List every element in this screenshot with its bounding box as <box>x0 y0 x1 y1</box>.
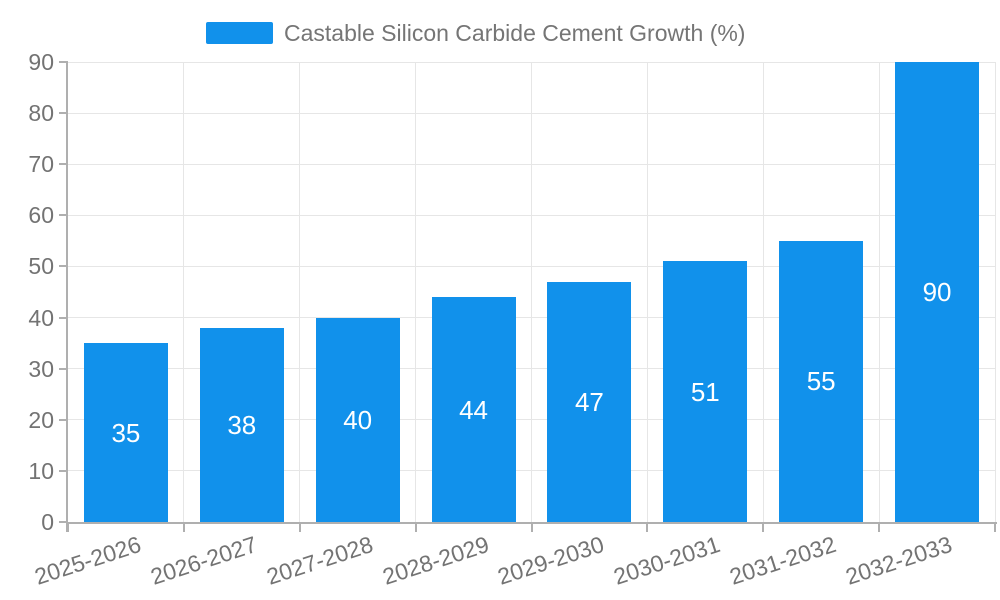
x-axis-category-label: 2030-2031 <box>610 531 724 590</box>
bar: 38 <box>199 327 284 522</box>
legend-swatch-icon <box>206 22 273 44</box>
y-axis-tick <box>59 469 68 472</box>
gridline-vertical <box>646 62 648 522</box>
y-axis-tick-label: 0 <box>41 509 54 535</box>
bar-value-label: 90 <box>922 277 952 307</box>
gridline-vertical <box>183 62 185 522</box>
x-axis-tick <box>414 522 417 532</box>
x-axis-tick <box>182 522 185 532</box>
bar: 47 <box>547 281 632 522</box>
gridline-vertical <box>762 62 764 522</box>
y-axis-tick-label: 90 <box>28 49 54 75</box>
x-axis-category-label: 2027-2028 <box>263 531 376 590</box>
y-axis-tick <box>59 367 68 370</box>
x-axis-tick <box>994 522 996 532</box>
bar-value-label: 40 <box>343 404 373 435</box>
y-axis-tick <box>59 112 68 115</box>
bar: 35 <box>83 343 168 522</box>
y-axis-tick <box>59 521 68 523</box>
y-axis-tick <box>59 163 68 166</box>
bar-value-label: 44 <box>459 394 489 425</box>
x-axis-category-label: 2032-2033 <box>842 531 956 590</box>
x-axis-tick <box>298 522 301 532</box>
bar: 44 <box>431 297 516 522</box>
bar-value-label: 51 <box>690 376 720 407</box>
bar: 40 <box>315 317 400 522</box>
bar-value-label: 38 <box>227 409 257 440</box>
gridline-vertical <box>531 62 532 522</box>
y-axis-tick-label: 20 <box>28 406 54 433</box>
x-axis-category-label: 2026-2027 <box>147 531 260 590</box>
x-axis-category-label: 2031-2032 <box>726 531 840 590</box>
y-axis-tick-label: 30 <box>28 355 54 382</box>
y-axis-tick <box>59 214 68 217</box>
bar: 90 <box>895 62 980 522</box>
y-axis-tick-label: 80 <box>28 100 54 127</box>
x-axis-tick <box>878 522 881 532</box>
legend-label: Castable Silicon Carbide Cement Growth (… <box>284 20 746 46</box>
bar-value-label: 47 <box>574 386 604 417</box>
y-axis-tick-label: 10 <box>28 457 54 484</box>
x-axis-tick <box>67 522 69 532</box>
gridline-vertical <box>878 62 880 522</box>
y-axis-tick-label: 40 <box>28 304 54 331</box>
bar: 51 <box>663 261 748 522</box>
y-axis-tick <box>59 61 68 63</box>
gridline-vertical <box>415 62 417 522</box>
bar-value-label: 35 <box>111 417 141 448</box>
x-axis-category-label: 2025-2026 <box>31 531 144 590</box>
y-axis-tick <box>59 316 68 319</box>
y-axis-line <box>66 62 68 532</box>
x-axis-category-label: 2029-2030 <box>494 531 608 590</box>
bar-value-label: 55 <box>806 366 836 397</box>
plot-area: 35 38 40 44 47 51 55 90 <box>68 61 996 522</box>
gridline-vertical <box>994 62 996 522</box>
bar: 55 <box>779 240 864 522</box>
y-axis-tick <box>59 418 68 421</box>
x-axis-tick <box>762 522 765 532</box>
gridline-vertical <box>299 62 301 522</box>
chart-legend[interactable]: Castable Silicon Carbide Cement Growth (… <box>206 20 745 46</box>
y-axis-tick-label: 50 <box>28 253 54 280</box>
x-axis-tick <box>530 522 533 532</box>
y-axis-tick <box>59 265 68 268</box>
x-axis-tick <box>646 522 649 532</box>
x-axis-category-label: 2028-2029 <box>378 531 492 590</box>
y-axis-tick-label: 60 <box>28 202 54 229</box>
y-axis-tick-label: 70 <box>28 151 54 178</box>
